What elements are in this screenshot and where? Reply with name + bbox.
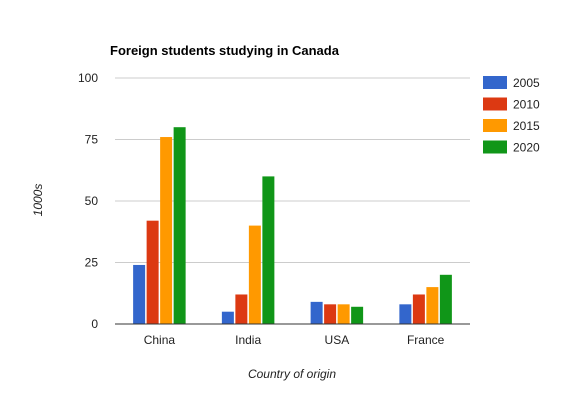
x-axis-ticks: China India USA France — [144, 333, 445, 347]
legend-label: 2005 — [513, 76, 540, 90]
y-axis-label: 1000s — [31, 184, 45, 217]
bar-china-2015 — [160, 137, 173, 324]
legend-swatch-2015 — [483, 119, 507, 132]
bar-china-2010 — [146, 220, 159, 324]
legend: 2005 2010 2015 2020 — [483, 76, 540, 155]
legend-swatch-2010 — [483, 97, 507, 111]
bar-usa-2020 — [351, 306, 364, 324]
bars — [133, 127, 452, 324]
legend-label: 2010 — [513, 98, 540, 112]
chart-title: Foreign students studying in Canada — [110, 43, 340, 58]
x-tick-label: USA — [325, 333, 350, 347]
legend-label: 2020 — [513, 141, 540, 155]
bar-france-2005 — [399, 304, 412, 324]
y-tick-label: 25 — [85, 256, 99, 270]
legend-swatch-2020 — [483, 140, 507, 154]
y-tick-label: 100 — [78, 71, 98, 85]
bar-india-2020 — [262, 176, 275, 324]
bar-usa-2010 — [324, 304, 337, 324]
bar-usa-2005 — [310, 301, 323, 324]
x-tick-label: France — [407, 333, 445, 347]
bar-india-2010 — [235, 294, 248, 324]
x-axis-label: Country of origin — [248, 367, 336, 381]
legend-label: 2015 — [513, 119, 540, 133]
bar-china-2005 — [133, 264, 146, 324]
bar-france-2015 — [426, 287, 439, 324]
x-tick-label: China — [144, 333, 176, 347]
legend-swatch-2005 — [483, 76, 507, 89]
x-tick-label: India — [235, 333, 261, 347]
y-tick-label: 0 — [91, 317, 98, 331]
y-tick-label: 50 — [85, 194, 99, 208]
bar-france-2020 — [439, 274, 452, 324]
y-tick-label: 75 — [85, 133, 99, 147]
bar-china-2020 — [173, 127, 186, 324]
bar-france-2010 — [412, 294, 425, 324]
bar-india-2005 — [221, 311, 234, 324]
bar-usa-2015 — [337, 304, 350, 324]
y-axis-ticks: 0 25 50 75 100 — [78, 71, 98, 331]
bar-india-2015 — [248, 225, 261, 324]
